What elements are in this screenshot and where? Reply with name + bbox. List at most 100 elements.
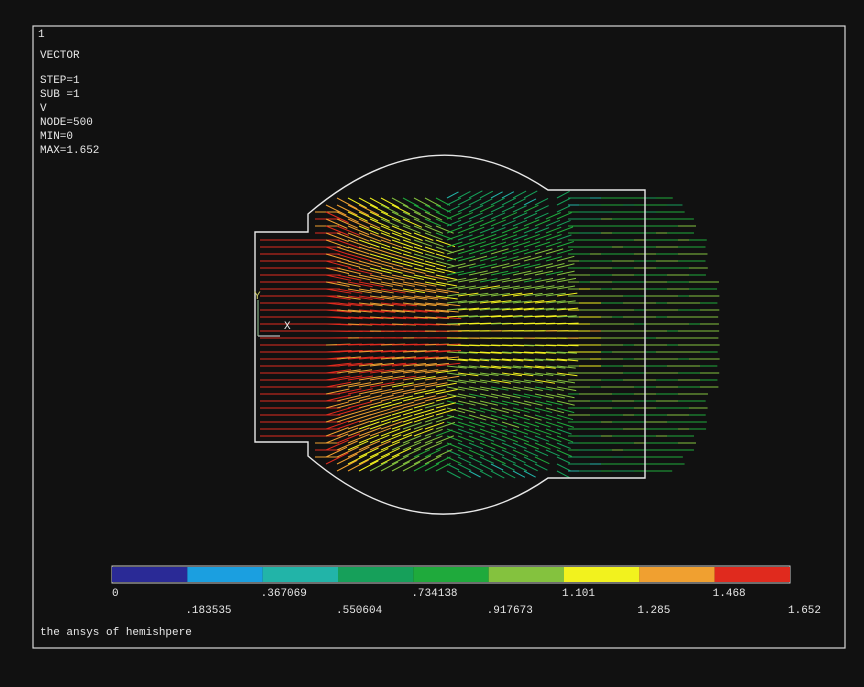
vector-arrow bbox=[347, 362, 373, 367]
vector-arrow bbox=[391, 232, 411, 241]
vector-arrow bbox=[347, 197, 367, 209]
vector-arrow bbox=[446, 407, 466, 414]
vector-arrow bbox=[435, 382, 457, 388]
vector-arrow bbox=[512, 277, 532, 283]
vector-arrow bbox=[347, 369, 373, 374]
vector-arrow bbox=[545, 400, 563, 406]
vector-arrow bbox=[391, 447, 412, 458]
vector-arrow bbox=[424, 267, 445, 274]
legend-swatch bbox=[112, 567, 188, 582]
vector-arrow bbox=[358, 267, 383, 275]
vector-arrow bbox=[545, 414, 562, 421]
legend-label: .183535 bbox=[185, 605, 231, 617]
vector-arrow bbox=[358, 375, 383, 381]
vector-arrow bbox=[402, 295, 428, 300]
vector-arrow bbox=[468, 470, 481, 478]
vector-arrow bbox=[380, 401, 403, 409]
vector-arrow bbox=[556, 449, 573, 457]
vector-arrow bbox=[490, 379, 511, 384]
vector-arrow bbox=[347, 395, 371, 402]
vector-arrow bbox=[468, 292, 489, 297]
vector-arrow bbox=[523, 379, 544, 384]
vector-arrow bbox=[369, 440, 391, 451]
vector-arrow bbox=[402, 281, 427, 287]
vector-arrow bbox=[534, 358, 555, 362]
vector-arrow bbox=[512, 400, 532, 406]
vector-arrow bbox=[545, 315, 568, 318]
vector-arrow bbox=[556, 234, 572, 241]
vector-arrow bbox=[523, 263, 541, 269]
vector-arrow bbox=[391, 362, 417, 367]
vector-arrow bbox=[512, 463, 528, 472]
vector-arrow bbox=[435, 323, 461, 326]
vector-arrow bbox=[523, 241, 541, 248]
vector-arrow bbox=[490, 407, 509, 414]
vector-arrow bbox=[380, 349, 407, 353]
vector-arrow bbox=[424, 288, 449, 294]
vector-arrow bbox=[336, 232, 359, 242]
vector-arrow bbox=[391, 246, 412, 254]
vector-arrow bbox=[325, 356, 351, 360]
vector-arrow bbox=[402, 260, 424, 267]
vector-arrow bbox=[512, 372, 534, 377]
vector-arrow bbox=[479, 393, 499, 399]
vector-arrow bbox=[336, 375, 363, 381]
vector-arrow bbox=[479, 278, 498, 283]
vector-arrow bbox=[501, 365, 521, 369]
vector-arrow bbox=[523, 428, 541, 436]
vector-arrow bbox=[446, 315, 469, 318]
vector-arrow bbox=[391, 388, 416, 395]
vector-arrow bbox=[391, 197, 409, 208]
vector-arrow bbox=[325, 369, 351, 374]
vector-arrow bbox=[479, 456, 494, 464]
vector-arrow bbox=[479, 190, 494, 199]
vector-arrow bbox=[523, 227, 539, 234]
vector-arrow bbox=[369, 204, 389, 215]
vector-arrow bbox=[325, 407, 351, 416]
vector-arrow bbox=[325, 427, 349, 437]
legend-label: 1.468 bbox=[713, 588, 746, 600]
vector-arrow bbox=[380, 211, 401, 222]
vector-arrow bbox=[424, 408, 446, 416]
vector-arrow bbox=[347, 356, 374, 360]
vector-arrow bbox=[325, 295, 351, 300]
vector-arrow bbox=[369, 381, 395, 388]
vector-arrow bbox=[446, 256, 464, 262]
vector-arrow bbox=[325, 281, 350, 287]
vector-arrow bbox=[391, 253, 415, 262]
vector-arrow bbox=[369, 421, 392, 430]
vector-arrow bbox=[479, 428, 497, 436]
vector-arrow bbox=[545, 234, 562, 241]
vector-arrow bbox=[479, 263, 498, 269]
vector-arrow bbox=[490, 372, 510, 377]
vector-arrow bbox=[380, 461, 399, 472]
vector-arrow bbox=[490, 300, 512, 304]
vector-arrow bbox=[424, 349, 451, 353]
vector-arrow bbox=[534, 372, 554, 376]
vector-arrow bbox=[325, 260, 351, 269]
vector-arrow bbox=[358, 302, 383, 307]
vector-arrow bbox=[523, 233, 540, 241]
vector-arrow bbox=[347, 232, 370, 242]
vector-arrow bbox=[446, 386, 465, 391]
vector-arrow bbox=[468, 270, 488, 276]
vector-arrow bbox=[512, 263, 530, 269]
vector-arrow bbox=[358, 460, 379, 472]
vector-arrow bbox=[501, 315, 523, 318]
vector-arrow bbox=[468, 393, 487, 399]
vector-arrow bbox=[490, 270, 509, 276]
vector-arrow bbox=[413, 295, 439, 300]
vector-arrow bbox=[380, 447, 400, 458]
vector-arrow bbox=[391, 369, 415, 374]
vector-arrow bbox=[479, 400, 499, 406]
vector-arrow bbox=[325, 452, 349, 465]
vector-arrow bbox=[358, 362, 383, 367]
vector-arrow bbox=[347, 295, 373, 300]
vector-arrow bbox=[391, 428, 412, 437]
vector-arrow bbox=[369, 260, 394, 268]
vector-arrow bbox=[380, 204, 399, 215]
vector-arrow bbox=[523, 365, 545, 369]
vector-arrow bbox=[358, 211, 379, 222]
vector-arrow bbox=[347, 420, 370, 430]
vector-arrow bbox=[523, 219, 540, 227]
